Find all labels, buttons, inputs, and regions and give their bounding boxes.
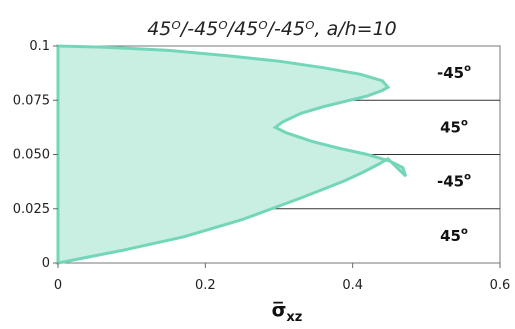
stress-area: [58, 46, 406, 263]
layer-label-4: 45o: [440, 226, 468, 245]
y-tick-label-5: 0.1: [29, 39, 50, 54]
layer-angle-1: -45: [437, 64, 464, 82]
x-tick-label-3: 0.4: [342, 278, 363, 293]
x-tick-label-2: 0.2: [195, 278, 216, 293]
layer-label-3: -45o: [437, 172, 471, 191]
y-tick-label-3: 0.050: [13, 148, 50, 163]
layer-angle-3: -45: [437, 173, 464, 191]
x-axis-label-main: σ̅: [272, 299, 287, 321]
layer-degree-3: o: [464, 172, 471, 183]
y-tick-label-4: 0.075: [13, 93, 50, 108]
x-axis-label: σ̅xz: [272, 299, 303, 325]
layer-angle-2: 45: [440, 118, 461, 136]
y-tick-label-2: 0.025: [13, 202, 50, 217]
x-axis-label-sub: xz: [286, 310, 302, 325]
x-tick-label-4: 0.6: [490, 278, 511, 293]
stress-curve: [56, 44, 408, 265]
layer-label-2: 45o: [440, 117, 468, 136]
chart-title: 45ᴼ/-45ᴼ/45ᴼ/-45ᴼ, a/h=10: [147, 18, 397, 40]
layer-degree-4: o: [461, 226, 468, 237]
x-tick-label-1: 0: [54, 278, 62, 293]
y-tick-label-1: 0: [42, 256, 50, 271]
layer-degree-1: o: [464, 63, 471, 74]
layer-degree-2: o: [461, 117, 468, 128]
layer-label-1: -45o: [437, 63, 471, 82]
layer-angle-4: 45: [440, 227, 461, 245]
